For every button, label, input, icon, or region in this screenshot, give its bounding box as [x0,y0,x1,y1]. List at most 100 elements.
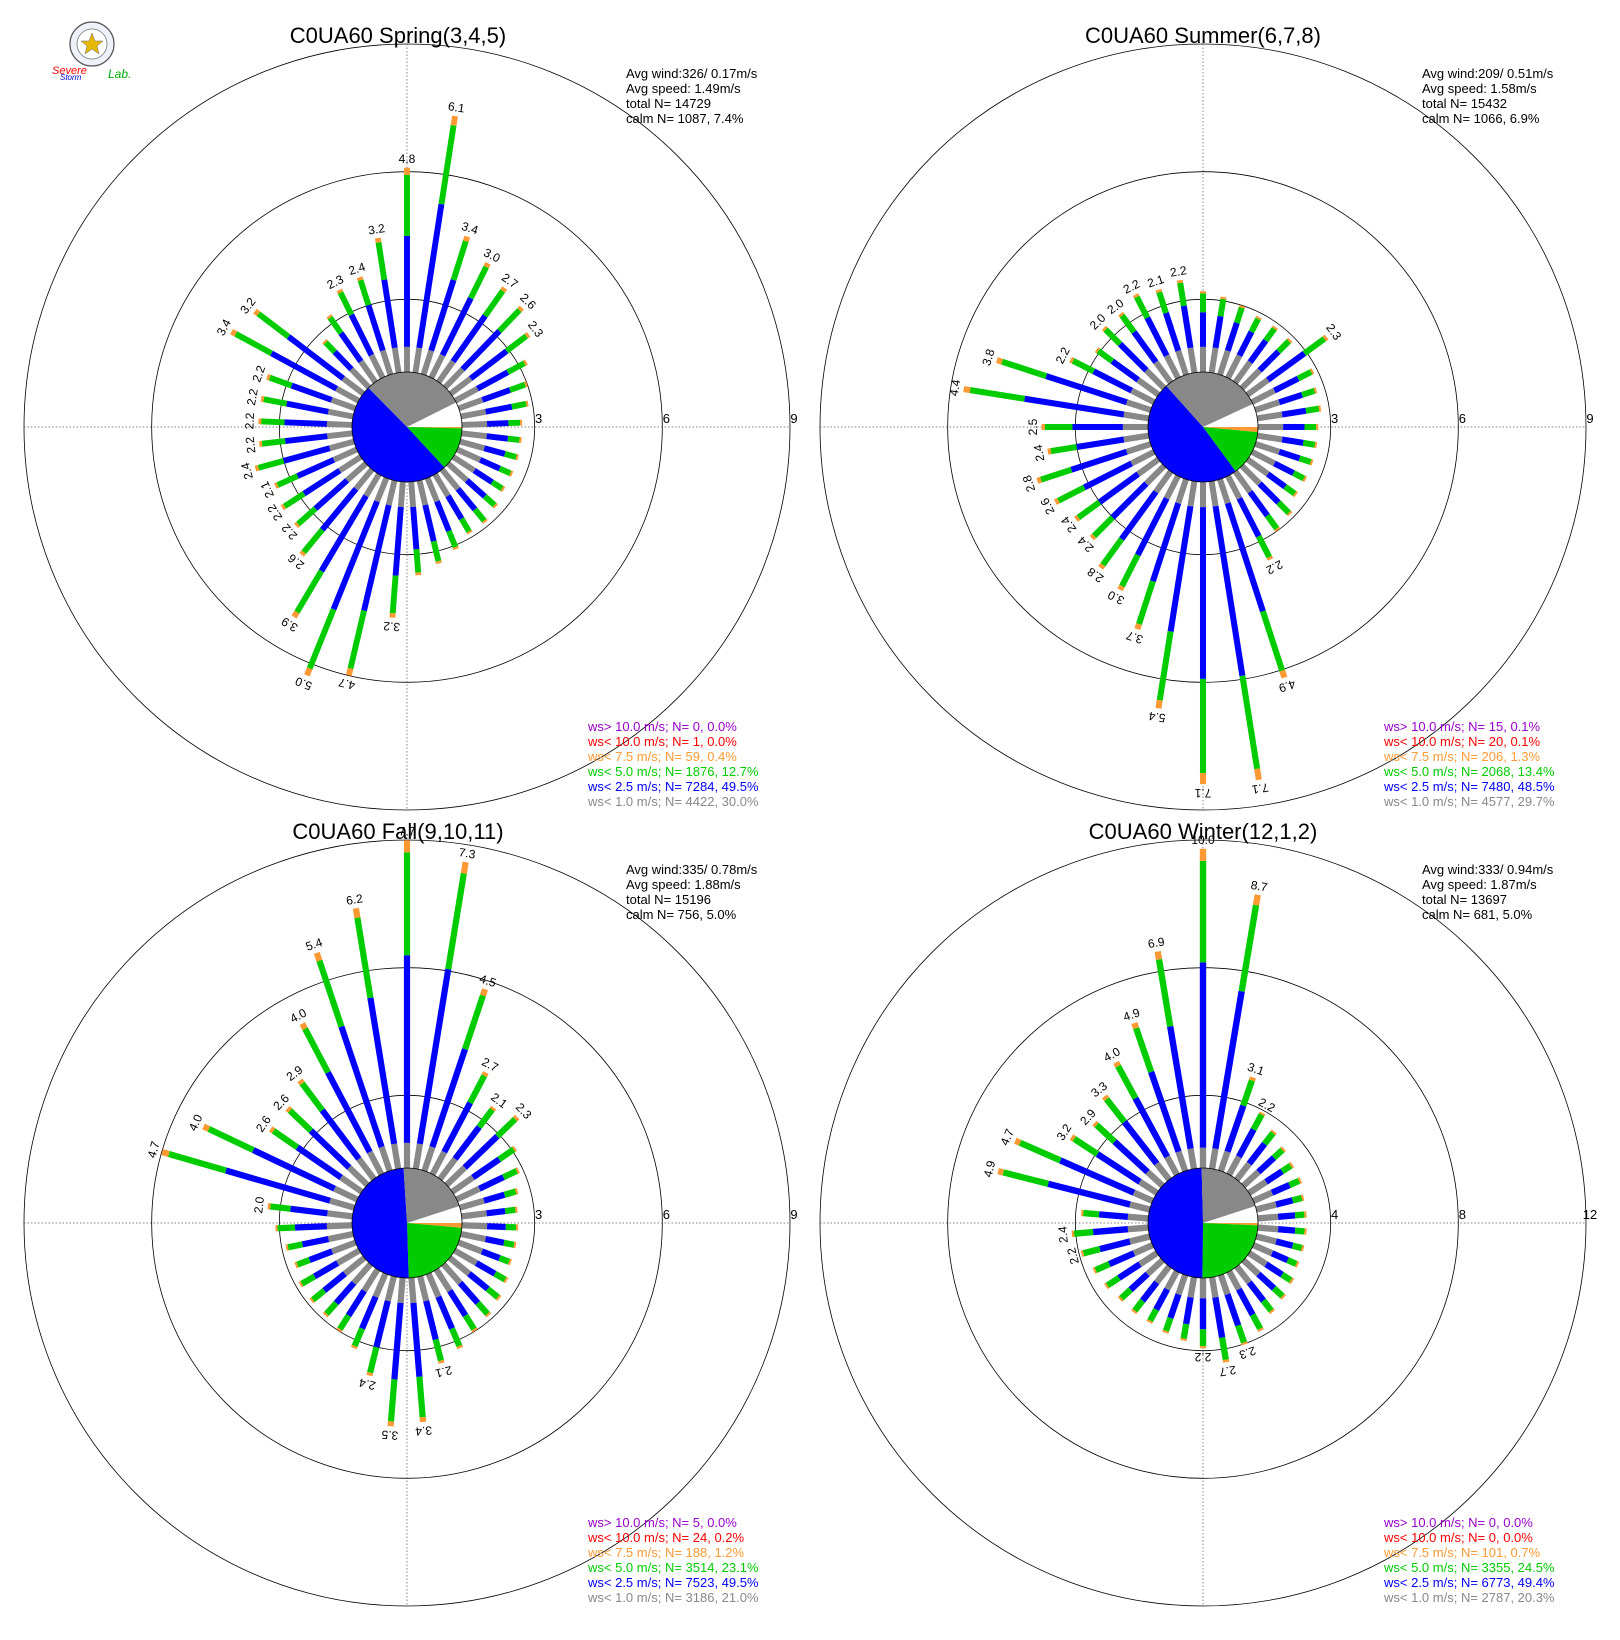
bar-seg-lt5 [1103,327,1123,347]
bar-seg-calm [374,476,390,503]
bar-seg-lt7.5 [389,612,396,618]
bar-seg-calm [338,454,363,474]
bar-seg-lt5 [1132,1298,1146,1313]
bar-seg-lt7.5 [524,381,528,388]
bar-value-label: 2.4 [1055,1225,1070,1243]
direction-bar [304,476,390,677]
bar-seg-lt2.5 [270,350,338,392]
direction-bar [1247,1161,1295,1196]
bar-seg-lt7.5 [326,314,333,320]
bar-seg-lt7.5 [1316,423,1319,431]
bar-seg-lt7.5 [495,1294,502,1301]
direction-bar [1047,432,1150,455]
bar-seg-calm [1208,1276,1219,1298]
bar-seg-lt7.5 [1302,475,1308,482]
bar-seg-lt5 [302,1027,331,1074]
bar-seg-lt7.5 [267,1203,271,1210]
direction-bar [1226,1269,1264,1332]
bar-value-label: 2.3 [325,272,346,292]
ring-tick-label: 3 [1331,411,1338,426]
bar-seg-lt2.5 [486,1223,506,1231]
bar-seg-calm [1257,1224,1279,1233]
bar-value-label: 2.4 [238,461,256,481]
direction-bar [443,305,524,390]
bar-value-label: 2.1 [257,479,277,500]
direction-bar [1208,1276,1230,1363]
bar-seg-lt5 [387,1379,398,1422]
bar-seg-lt2.5 [445,494,465,521]
direction-bar [1054,449,1156,505]
direction-bar [1208,894,1261,1170]
direction-bar [1217,1076,1256,1173]
pie-lt5 [407,1223,462,1278]
bar-seg-calm [330,1239,357,1255]
ring-tick-label: 6 [663,1207,670,1222]
bar-seg-lt2.5 [486,1208,506,1217]
bar-seg-lt7.5 [356,276,364,282]
star-icon [80,32,104,55]
bar-seg-lt7.5 [294,521,301,529]
bar-seg-calm [1163,474,1181,500]
bar-seg-lt5 [1044,423,1073,431]
bar-seg-lt5 [277,1224,296,1232]
bar-seg-calm [1175,1150,1189,1173]
bar-seg-lt2.5 [1278,391,1303,406]
direction-bar [1199,1278,1207,1349]
bar-seg-lt5 [299,1081,325,1113]
direction-bar [1239,463,1293,517]
bar-seg-lt5 [1291,1194,1303,1204]
bar-seg-lt2.5 [1236,1128,1257,1159]
bar-seg-calm [412,347,423,374]
bar-seg-lt5 [476,1107,495,1129]
bar-seg-lt5 [1119,313,1137,334]
direction-bar [285,1106,370,1188]
bar-seg-calm [461,420,488,428]
ring-tick-label: 6 [663,411,670,426]
bar-seg-lt5 [1076,499,1102,520]
bar-seg-calm [421,1145,436,1172]
bar-seg-lt5 [1271,1147,1285,1161]
bar-seg-lt2.5 [251,1147,336,1192]
bar-seg-lt5 [1262,1131,1276,1146]
direction-bar [416,479,442,565]
bar-seg-lt2.5 [1266,350,1307,383]
direction-bar [1146,1269,1180,1324]
bar-seg-calm [1247,1179,1268,1196]
bar-seg-lt5 [468,265,489,300]
bar-seg-lt5 [1104,1097,1127,1124]
legend-entry: ws< 1.0 m/s; N= 4577, 29.7% [1383,794,1555,809]
direction-bar [322,339,371,390]
bar-seg-lt5 [1233,306,1245,324]
bar-seg-lt5 [167,1151,227,1174]
bar-seg-lt7.5 [1113,1060,1121,1068]
bar-seg-lt2.5 [1283,423,1305,431]
direction-bar [326,314,378,384]
direction-bar [1131,1264,1172,1315]
bar-seg-calm [326,1222,353,1230]
bar-seg-calm [1144,463,1167,486]
stat-line: Avg wind:209/ 0.51m/s [1422,66,1554,81]
bar-seg-lt5 [1156,291,1169,314]
bar-seg-lt5 [306,608,337,670]
bar-seg-calm [1225,474,1243,500]
bar-seg-lt2.5 [361,504,392,612]
bar-seg-lt5 [1136,580,1156,625]
bar-seg-lt2.5 [1097,471,1140,505]
bar-seg-calm [335,386,361,404]
bar-seg-calm [461,430,487,440]
direction-bar [1069,1134,1159,1196]
bar-seg-calm [1199,1278,1207,1299]
bar-seg-lt5 [449,1327,463,1348]
bar-seg-lt5 [337,1313,352,1331]
direction-bar [436,286,508,384]
bar-value-label: 5.4 [1147,709,1166,725]
bar-seg-calm [333,1185,359,1203]
bar-seg-lt2.5 [1092,1226,1129,1236]
bar-seg-lt2.5 [1112,1139,1150,1175]
bar-seg-lt2.5 [483,445,506,457]
bar-seg-lt5 [1199,860,1207,963]
bar-seg-lt7.5 [322,339,328,345]
direction-bar [356,276,394,376]
stat-line: Avg speed: 1.87m/s [1422,877,1537,892]
bar-seg-lt7.5 [1304,1228,1307,1235]
